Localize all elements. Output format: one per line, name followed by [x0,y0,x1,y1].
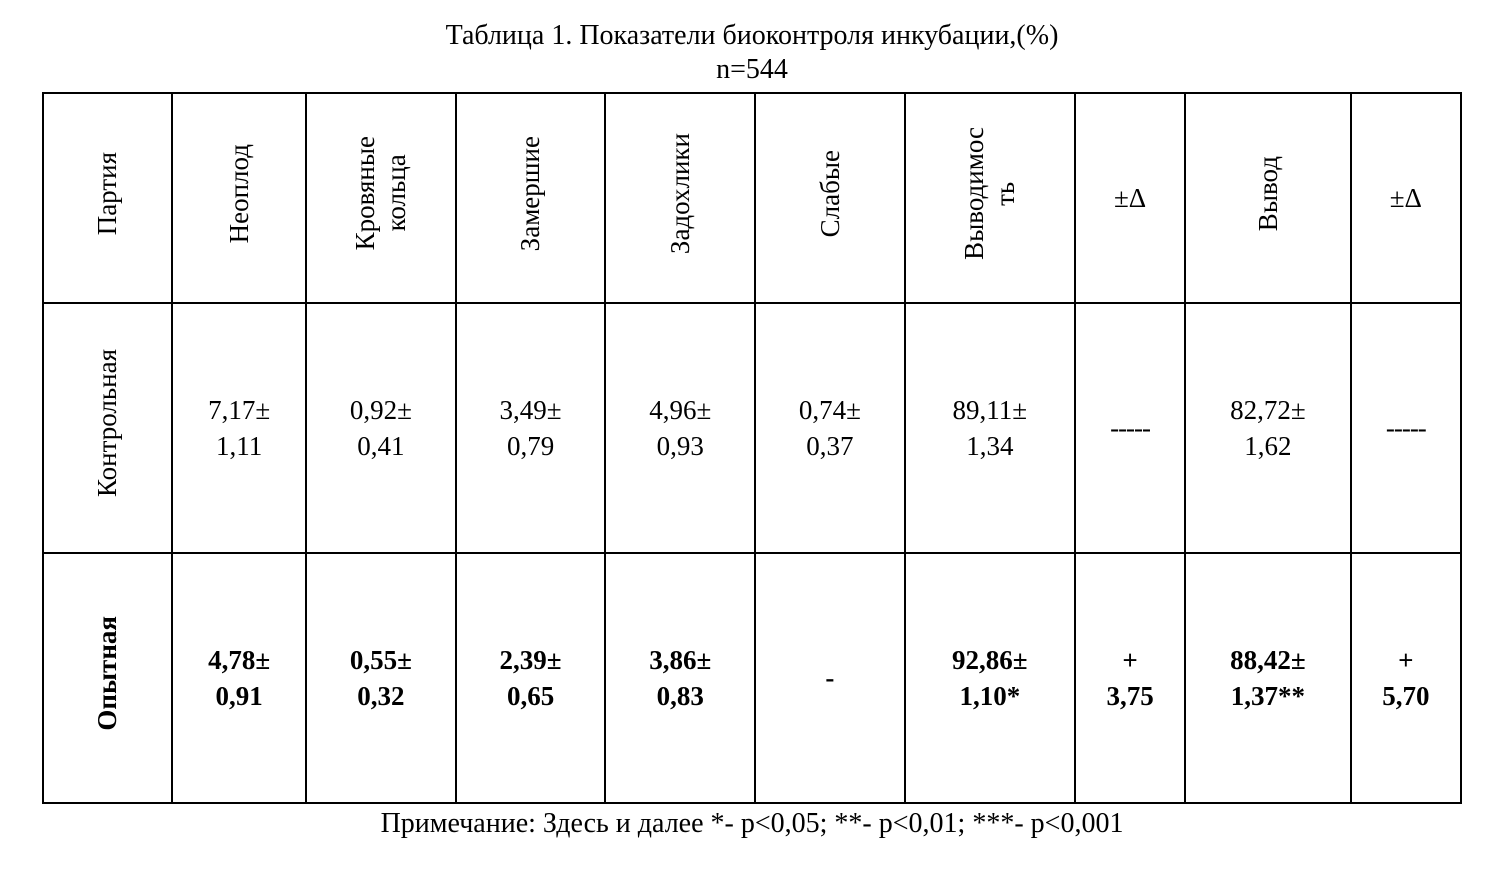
header-blood-rings: Кровяные кольца [306,93,456,303]
experimental-delta2: + 5,70 [1351,553,1461,803]
header-weak-label: Слабые [812,150,848,237]
header-neoplod-label: Неоплод [221,144,257,243]
experimental-label-cell: Опытная [43,553,172,803]
experimental-delta1-l1: + [1122,642,1137,678]
control-hatchability: 89,11± 1,34 [905,303,1075,553]
experimental-row: Опытная 4,78± 0,91 0,55± 0,32 2 [43,553,1461,803]
control-label-cell: Контрольная [43,303,172,553]
control-delta1-val: ----- [1110,413,1150,443]
experimental-suffocated-l1: 3,86± [649,642,711,678]
experimental-blood-rings-l1: 0,55± [350,642,412,678]
control-output: 82,72± 1,62 [1185,303,1350,553]
control-weak: 0,74± 0,37 [755,303,905,553]
header-blood-rings-l1: Кровяные [350,136,380,250]
header-party-label: Партия [89,152,125,235]
experimental-hatchability-l2: 1,10* [959,678,1020,714]
experimental-weak-val: - [825,663,834,693]
control-weak-l1: 0,74± [799,392,861,428]
experimental-delta1: + 3,75 [1075,553,1185,803]
header-delta1: ±Δ [1075,93,1185,303]
header-hatchability-l2: ть [990,181,1020,205]
header-blood-rings-label: Кровяные кольца [350,136,412,250]
data-table: Партия Неоплод Кровяные кольца Замершие … [42,92,1462,804]
control-weak-l2: 0,37 [806,428,853,464]
experimental-delta2-l2: 5,70 [1382,678,1429,714]
control-row: Контрольная 7,17± 1,11 0,92± 0,41 [43,303,1461,553]
control-suffocated-l2: 0,93 [657,428,704,464]
control-frozen-l1: 3,49± [500,392,562,428]
experimental-hatchability-l1: 92,86± [952,642,1028,678]
header-output-label: Вывод [1250,156,1286,231]
experimental-weak: - [755,553,905,803]
experimental-neoplod-l1: 4,78± [208,642,270,678]
header-frozen-label: Замершие [512,136,548,251]
control-delta2-val: ----- [1386,413,1426,443]
header-neoplod: Неоплод [172,93,306,303]
control-blood-rings-l2: 0,41 [357,428,404,464]
control-label: Контрольная [89,349,125,497]
experimental-label: Опытная [89,616,125,731]
header-output: Вывод [1185,93,1350,303]
control-frozen: 3,49± 0,79 [456,303,606,553]
control-output-l2: 1,62 [1244,428,1291,464]
header-delta1-label: ±Δ [1114,183,1146,213]
header-row: Партия Неоплод Кровяные кольца Замершие … [43,93,1461,303]
experimental-output-l2: 1,37** [1231,678,1305,714]
table-footnote: Примечание: Здесь и далее *- р<0,05; **-… [381,808,1124,840]
page-container: Таблица 1. Показатели биоконтроля инкуба… [20,20,1484,840]
control-frozen-l2: 0,79 [507,428,554,464]
experimental-output-l1: 88,42± [1230,642,1306,678]
header-blood-rings-l2: кольца [381,155,411,232]
experimental-frozen-l2: 0,65 [507,678,554,714]
experimental-neoplod-l2: 0,91 [215,678,262,714]
header-suffocated: Задохлики [605,93,755,303]
header-weak: Слабые [755,93,905,303]
header-frozen: Замершие [456,93,606,303]
control-neoplod-l2: 1,11 [216,428,262,464]
control-neoplod-l1: 7,17± [208,392,270,428]
control-neoplod: 7,17± 1,11 [172,303,306,553]
control-suffocated: 4,96± 0,93 [605,303,755,553]
experimental-neoplod: 4,78± 0,91 [172,553,306,803]
experimental-frozen-l1: 2,39± [500,642,562,678]
table-title: Таблица 1. Показатели биоконтроля инкуба… [446,20,1059,52]
table-subtitle: n=544 [716,54,788,86]
header-hatchability-label: Выводимос ть [959,127,1021,260]
control-blood-rings-l1: 0,92± [350,392,412,428]
control-hatchability-l1: 89,11± [953,392,1028,428]
control-output-l1: 82,72± [1230,392,1306,428]
experimental-blood-rings: 0,55± 0,32 [306,553,456,803]
header-hatchability: Выводимос ть [905,93,1075,303]
control-delta1: ----- [1075,303,1185,553]
control-delta2: ----- [1351,303,1461,553]
header-party: Партия [43,93,172,303]
experimental-delta2-l1: + [1398,642,1413,678]
experimental-hatchability: 92,86± 1,10* [905,553,1075,803]
experimental-blood-rings-l2: 0,32 [357,678,404,714]
experimental-frozen: 2,39± 0,65 [456,553,606,803]
experimental-delta1-l2: 3,75 [1106,678,1153,714]
control-hatchability-l2: 1,34 [966,428,1013,464]
header-hatchability-l1: Выводимос [959,127,989,260]
header-delta2-label: ±Δ [1390,183,1422,213]
experimental-suffocated-l2: 0,83 [657,678,704,714]
header-suffocated-label: Задохлики [662,133,698,254]
header-delta2: ±Δ [1351,93,1461,303]
control-suffocated-l1: 4,96± [649,392,711,428]
experimental-suffocated: 3,86± 0,83 [605,553,755,803]
experimental-output: 88,42± 1,37** [1185,553,1350,803]
control-blood-rings: 0,92± 0,41 [306,303,456,553]
